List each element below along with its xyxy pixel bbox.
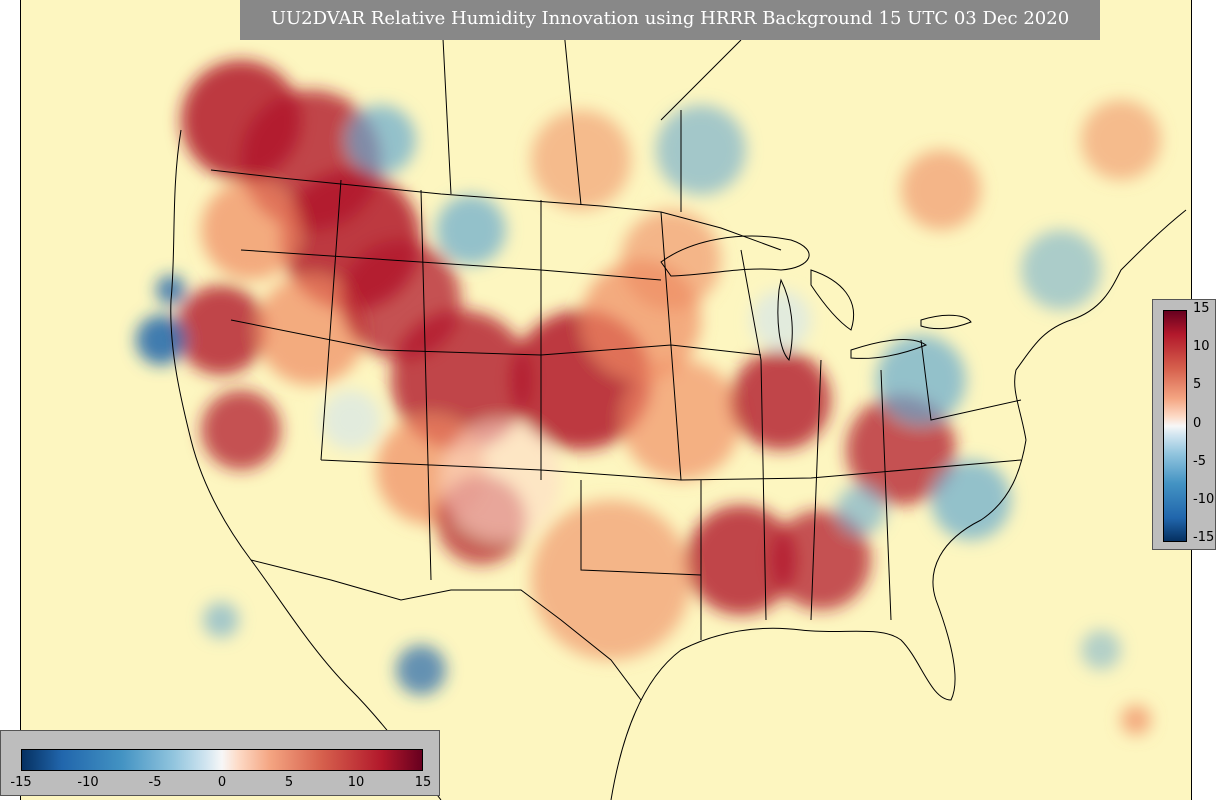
field-blob [531, 500, 691, 660]
colorbar-tick: 15 [414, 775, 432, 790]
colorbar-tick: -5 [148, 775, 162, 790]
colorbar-tick: 15 [1193, 301, 1210, 316]
field-blob [1081, 100, 1161, 180]
field-blob [751, 290, 811, 350]
colorbar-tick: 0 [1193, 416, 1202, 431]
field-blob [346, 105, 416, 175]
colorbar-tick: 10 [347, 775, 365, 790]
horizontal-colorbar: -15 -10 -5 0 5 10 15 [0, 730, 440, 796]
field-blob [731, 350, 831, 450]
colorbar-tick: -15 [1193, 530, 1215, 545]
field-blob [876, 335, 966, 425]
field-blob [621, 360, 741, 480]
us-mexico-border [250, 559, 642, 701]
lake-erie [850, 339, 928, 359]
field-blob [771, 510, 871, 610]
atlantic-coast [1014, 209, 1187, 441]
lake-ontario [920, 314, 972, 330]
field-blob [256, 275, 366, 385]
map-title: UU2DVAR Relative Humidity Innovation usi… [240, 0, 1100, 40]
field-blob [686, 505, 796, 615]
colorbar-tick: -10 [1193, 492, 1215, 507]
colorbar-tick: 0 [217, 775, 227, 790]
canada-lines [440, 0, 742, 212]
field-blob [136, 315, 186, 365]
colorbar-tick: 10 [1193, 339, 1210, 354]
colorbar-tick: -10 [77, 775, 99, 790]
field-blob [176, 285, 266, 375]
field-blob [201, 390, 281, 470]
field-blob [931, 460, 1011, 540]
innovation-field [136, 60, 1161, 735]
vertical-colorbar-gradient [1163, 310, 1187, 542]
field-blob [441, 420, 561, 540]
colorbar-tick: -5 [1193, 454, 1206, 469]
lake-michigan [777, 278, 793, 361]
field-blob [1081, 630, 1121, 670]
us-canada-border [210, 169, 782, 251]
field-blob [396, 645, 446, 695]
field-blob [656, 105, 746, 195]
field-blob [203, 602, 239, 638]
field-blob [391, 310, 531, 450]
field-blob [531, 110, 631, 210]
field-blob [321, 390, 381, 450]
field-blob [156, 275, 186, 305]
pacific-coast [170, 129, 442, 800]
colorbar-tick: 5 [1193, 377, 1202, 392]
map-panel [20, 0, 1192, 800]
state-lines [230, 179, 1022, 640]
lake-huron [810, 269, 855, 331]
vertical-colorbar: 15 10 5 0 -5 -10 -15 [1152, 299, 1216, 550]
humidity-innovation-map [136, 0, 1187, 800]
political-boundaries [170, 0, 1187, 800]
field-blob [836, 485, 886, 535]
horizontal-colorbar-gradient [21, 749, 423, 771]
colorbar-tick: -15 [10, 775, 32, 790]
gulf-coast [610, 439, 1027, 800]
field-blob [621, 210, 721, 310]
field-blob [436, 195, 506, 265]
field-blob [201, 180, 301, 280]
field-blob [1021, 230, 1101, 310]
field-blob [901, 150, 981, 230]
field-blob [1121, 705, 1151, 735]
colorbar-tick: 5 [284, 775, 294, 790]
lake-superior [660, 235, 810, 277]
